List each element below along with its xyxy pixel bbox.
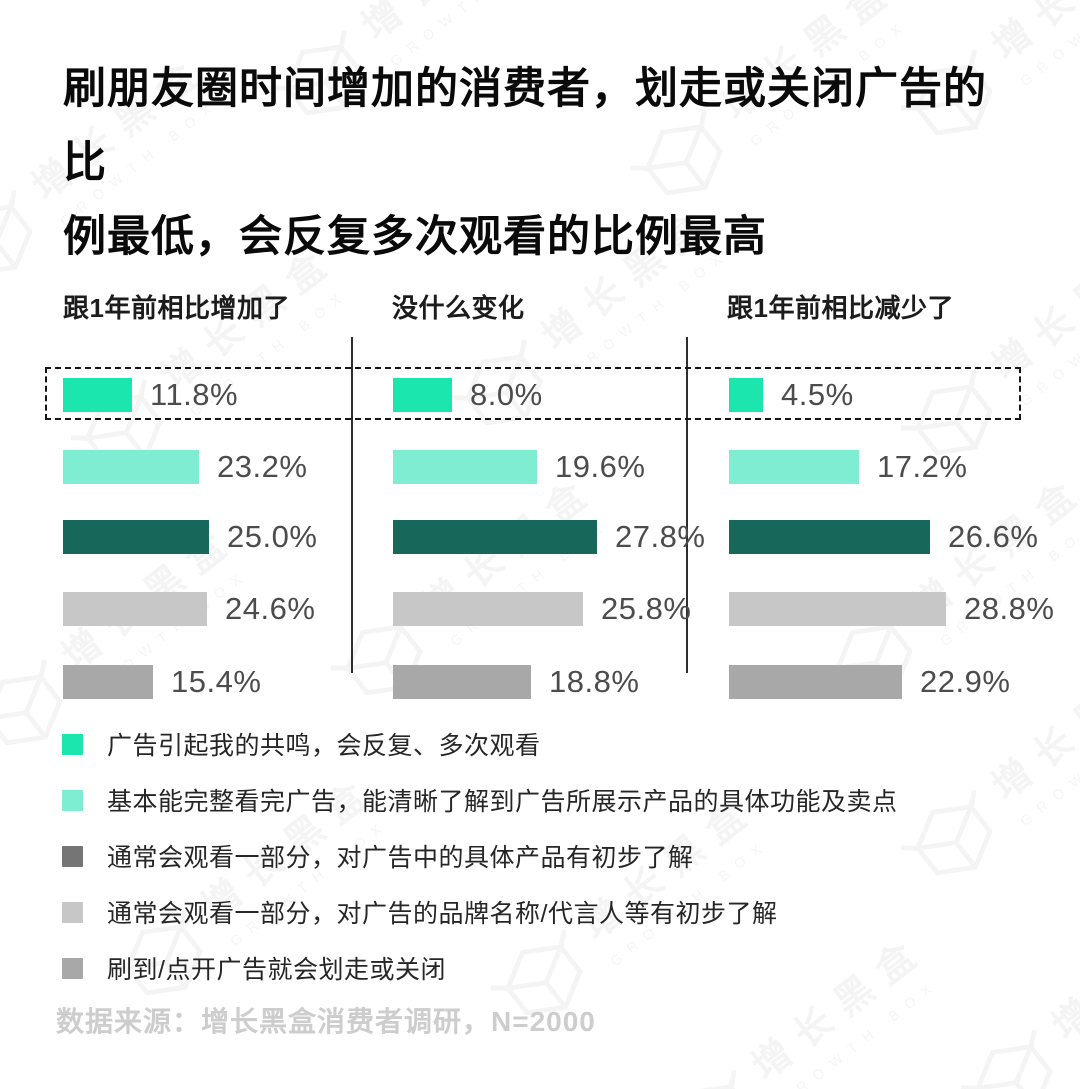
bar-series-1 bbox=[63, 450, 199, 484]
bar-series-4 bbox=[63, 665, 153, 699]
bar-value-label: 17.2% bbox=[877, 449, 968, 484]
legend-item-1: 基本能完整看完广告，能清晰了解到广告所展示产品的具体功能及卖点 bbox=[62, 782, 898, 818]
bar-value-label: 4.5% bbox=[781, 377, 854, 412]
legend-label: 广告引起我的共鸣，会反复、多次观看 bbox=[107, 732, 541, 760]
column-header-increased: 跟1年前相比增加了 bbox=[63, 293, 290, 323]
bar-row: 26.6% bbox=[729, 519, 1039, 554]
legend-swatch bbox=[62, 957, 83, 979]
bar-row: 25.0% bbox=[63, 519, 318, 554]
legend-item-0: 广告引起我的共鸣，会反复、多次观看 bbox=[62, 726, 898, 762]
bar-series-1 bbox=[729, 450, 859, 484]
bar-series-0 bbox=[729, 378, 763, 412]
bar-value-label: 24.6% bbox=[225, 591, 316, 626]
bar-row: 25.8% bbox=[393, 591, 692, 626]
column-header-unchanged: 没什么变化 bbox=[392, 293, 525, 323]
bar-value-label: 18.8% bbox=[549, 664, 640, 699]
bar-series-3 bbox=[63, 592, 207, 626]
bar-value-label: 26.6% bbox=[948, 519, 1039, 554]
bar-value-label: 27.8% bbox=[615, 519, 706, 554]
page-title: 刷朋友圈时间增加的消费者，划走或关闭广告的比 例最低，会反复多次观看的比例最高 bbox=[63, 52, 1023, 274]
bar-row: 15.4% bbox=[63, 664, 262, 699]
legend-swatch bbox=[62, 845, 83, 867]
column-header-decreased: 跟1年前相比减少了 bbox=[727, 293, 954, 323]
bar-value-label: 11.8% bbox=[150, 377, 239, 412]
bar-series-2 bbox=[393, 520, 597, 554]
column-divider-right bbox=[686, 337, 688, 673]
data-source-note: 数据来源：增长黑盒消费者调研，N=2000 bbox=[56, 1006, 596, 1037]
legend: 广告引起我的共鸣，会反复、多次观看基本能完整看完广告，能清晰了解到广告所展示产品… bbox=[62, 726, 898, 986]
bar-series-2 bbox=[63, 520, 209, 554]
legend-item-4: 刷到/点开广告就会划走或关闭 bbox=[62, 950, 898, 986]
legend-swatch bbox=[62, 901, 83, 923]
bar-row: 23.2% bbox=[63, 449, 308, 484]
bar-row: 11.8% bbox=[63, 377, 239, 412]
bar-series-2 bbox=[729, 520, 930, 554]
bar-series-4 bbox=[393, 665, 531, 699]
bar-row: 19.6% bbox=[393, 449, 646, 484]
bar-series-0 bbox=[393, 378, 452, 412]
bar-row: 17.2% bbox=[729, 449, 968, 484]
bar-row: 28.8% bbox=[729, 591, 1055, 626]
bar-value-label: 23.2% bbox=[217, 449, 308, 484]
legend-label: 刷到/点开广告就会划走或关闭 bbox=[107, 956, 446, 984]
legend-item-3: 通常会观看一部分，对广告的品牌名称/代言人等有初步了解 bbox=[62, 894, 898, 930]
legend-swatch bbox=[62, 789, 83, 811]
bar-value-label: 22.9% bbox=[920, 664, 1011, 699]
legend-label: 通常会观看一部分，对广告的品牌名称/代言人等有初步了解 bbox=[107, 900, 778, 928]
page-title-line1: 刷朋友圈时间增加的消费者，划走或关闭广告的比 bbox=[63, 65, 987, 187]
legend-swatch bbox=[62, 733, 83, 755]
bar-row: 22.9% bbox=[729, 664, 1011, 699]
bar-row: 8.0% bbox=[393, 377, 543, 412]
bar-series-0 bbox=[63, 378, 132, 412]
bar-row: 4.5% bbox=[729, 377, 854, 412]
bar-column: 4.5% 17.2% 26.6% 28.8% 22.9% bbox=[729, 337, 1059, 707]
bar-value-label: 25.8% bbox=[601, 591, 692, 626]
bar-value-label: 19.6% bbox=[555, 449, 646, 484]
bar-row: 18.8% bbox=[393, 664, 640, 699]
bar-series-1 bbox=[393, 450, 537, 484]
legend-item-2: 通常会观看一部分，对广告中的具体产品有初步了解 bbox=[62, 838, 898, 874]
bar-column: 11.8% 23.2% 25.0% 24.6% 15.4% bbox=[63, 337, 393, 707]
bar-value-label: 8.0% bbox=[470, 377, 543, 412]
column-divider-left bbox=[351, 337, 353, 673]
bar-row: 24.6% bbox=[63, 591, 316, 626]
bar-value-label: 25.0% bbox=[227, 519, 318, 554]
bar-row: 27.8% bbox=[393, 519, 706, 554]
bar-series-4 bbox=[729, 665, 902, 699]
page-title-line2: 例最低，会反复多次观看的比例最高 bbox=[63, 213, 767, 261]
highlight-dashed-box bbox=[45, 367, 1021, 420]
bar-column: 8.0% 19.6% 27.8% 25.8% 18.8% bbox=[393, 337, 723, 707]
bar-series-3 bbox=[729, 592, 946, 626]
bar-series-3 bbox=[393, 592, 583, 626]
bar-value-label: 28.8% bbox=[964, 591, 1055, 626]
bar-value-label: 15.4% bbox=[171, 664, 262, 699]
legend-label: 通常会观看一部分，对广告中的具体产品有初步了解 bbox=[107, 844, 694, 872]
legend-label: 基本能完整看完广告，能清晰了解到广告所展示产品的具体功能及卖点 bbox=[107, 788, 898, 816]
